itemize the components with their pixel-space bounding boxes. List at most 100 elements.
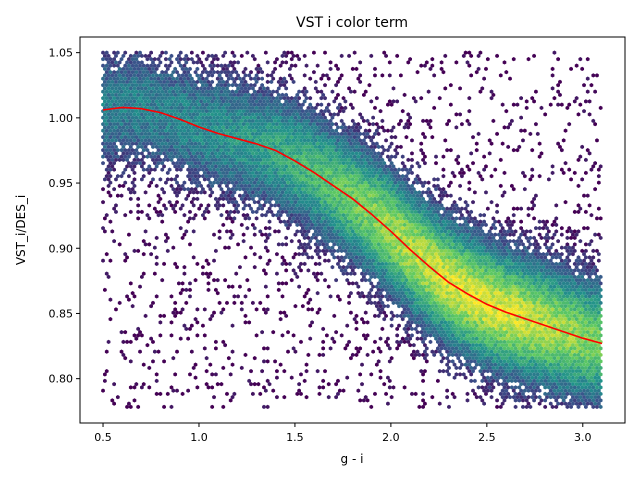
hexbin-cell [156,63,161,68]
hexbin-cell [347,86,351,91]
hexbin-cell [184,53,189,59]
hexbin-cell [236,73,240,78]
hexbin-cell [288,73,292,78]
hexbin-cell [210,66,215,72]
hexbin-cell [289,57,294,62]
hexbin-cell [197,115,202,120]
hexbin-cell [269,112,274,117]
hexbin-cell [289,50,294,55]
hexbin-cell [108,63,113,68]
hexbin-cell [550,66,555,72]
hexbin-cell [160,102,165,107]
hexbin-cell [182,109,187,114]
hexbin-cell [173,105,178,111]
hexbin-cell [241,115,246,120]
hexbin-cell [249,122,253,127]
hexbin-cell [432,73,437,78]
hexbin-cell [215,102,220,107]
hexbin-cell [524,99,529,104]
hexbin-cell [219,109,224,114]
hexbin-cell [254,66,259,72]
hexbin-cell [182,83,187,88]
hexbin-cell [265,60,270,65]
hexbin-cell [236,99,240,104]
hexbin-cell [260,76,264,81]
hexbin-cell [112,89,116,94]
hexbin-cell [226,70,231,75]
hexbin-cell [215,109,220,114]
hexbin-cell [565,105,570,111]
hexbin-cell [110,118,115,124]
hexbin-cell [273,118,277,124]
hexbin-cell [184,79,189,85]
hexbin-cell [154,66,159,72]
hexbin-cell [104,122,109,127]
hexbin-cell [291,79,296,85]
hexbin-cell [180,92,185,98]
hexbin-cell [280,79,285,85]
hexbin-cell [208,96,213,101]
hexbin-cell [119,76,124,81]
hexbin-cell [184,105,189,111]
hexbin-cell [127,115,131,120]
hexbin-cell [132,99,137,104]
hexbin-cell [103,92,107,98]
hexbin-cell [232,99,237,104]
hexbin-cell [210,118,215,124]
hexbin-cell [262,105,266,111]
hexbin-cell [195,105,200,111]
hexbin-cell [288,99,292,104]
hexbin-cell [363,89,368,94]
hexbin-cell [206,99,211,104]
hexbin-cell [236,60,240,65]
hexbin-cell [265,112,270,117]
hexbin-cell [228,99,233,104]
hexbin-cell [177,86,181,91]
hexbin-cell [123,102,128,107]
hexbin-cell [103,73,107,78]
hexbin-cell [578,57,583,62]
hexbin-cell [152,63,157,68]
hexbin-cell [204,83,209,88]
hexbin-cell [141,89,146,94]
hexbin-cell [278,109,283,114]
hexbin-cell [189,89,194,94]
hexbin-cell [382,50,387,55]
hexbin-cell [177,60,181,65]
hexbin-cell [204,115,209,120]
hexbin-cell [127,102,131,107]
hexbin-cell [330,89,335,94]
hexbin-cell [219,96,224,101]
hexbin-cell [212,96,216,101]
hexbin-cell [271,89,276,94]
hexbin-cell [117,112,122,117]
hexbin-cell [424,118,429,124]
hexbin-cell [201,70,205,75]
hexbin-cell [291,112,296,117]
hexbin-cell [154,79,159,85]
hexbin-cell [136,73,141,78]
hexbin-cell [251,105,255,111]
hexbin-cell [204,102,209,107]
hexbin-cell [145,122,150,127]
hexbin-cell [263,122,268,127]
hexbin-cell [158,73,163,78]
hexbin-cell [156,115,161,120]
hexbin-cell [171,89,176,94]
hexbin-cell [319,102,324,107]
hexbin-cell [119,89,124,94]
hexbin-cell [106,118,111,124]
hexbin-cell [173,66,178,72]
hexbin-cell [114,118,118,124]
hexbin-cell [212,102,216,107]
hexbin-cell [391,99,396,104]
hexbin-cell [225,99,229,104]
hexbin-cell [193,89,198,94]
hexbin-cell [104,115,109,120]
hexbin-cell [325,73,329,78]
hexbin-cell [378,109,383,114]
hexbin-cell [184,60,189,65]
hexbin-cell [197,57,202,62]
hexbin-cell [197,76,202,81]
hexbin-cell [469,73,474,78]
